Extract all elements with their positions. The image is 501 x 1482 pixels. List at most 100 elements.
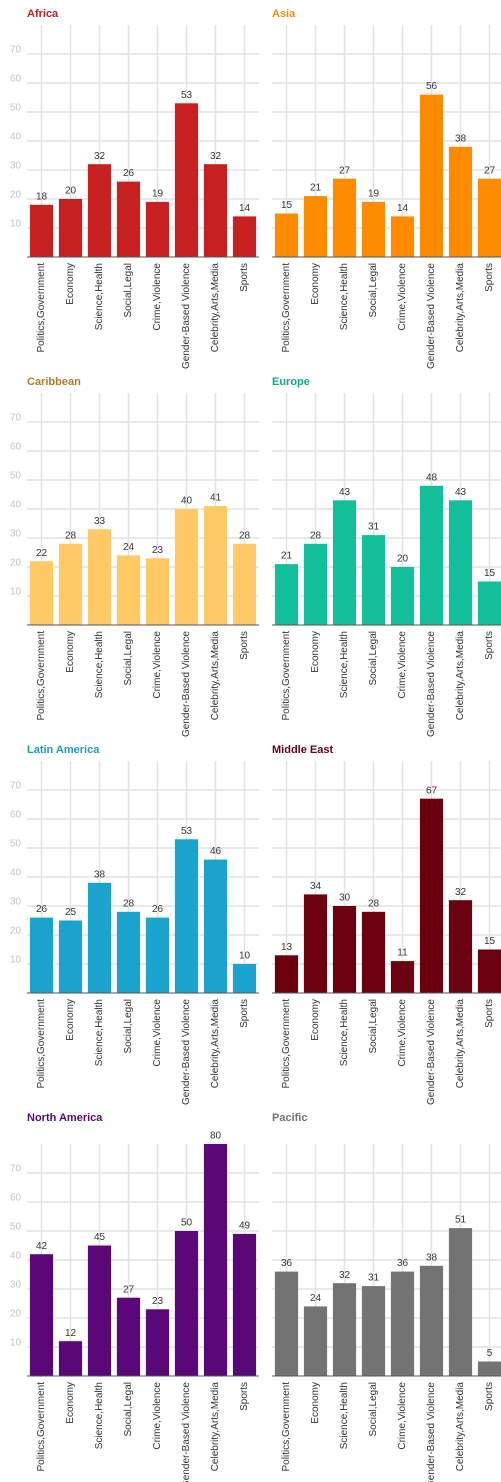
- panel-title: Middle East: [272, 744, 333, 756]
- value-label: 67: [426, 785, 438, 796]
- value-label: 36: [281, 1258, 293, 1269]
- bar: [174, 509, 199, 625]
- panel-title: Caribbean: [27, 376, 81, 388]
- bar: [477, 581, 501, 625]
- bar: [419, 1265, 444, 1376]
- value-label: 11: [397, 948, 408, 959]
- bar: [87, 164, 112, 257]
- y-tick-label: 20: [10, 558, 22, 569]
- bar: [232, 543, 257, 625]
- value-label: 24: [310, 1293, 322, 1304]
- y-tick-label: 30: [10, 1280, 22, 1291]
- x-tick-label: Economy: [65, 1382, 76, 1424]
- bar: [145, 558, 170, 625]
- x-tick-label: Economy: [310, 999, 321, 1041]
- value-label: 80: [210, 1131, 222, 1142]
- value-label: 21: [281, 551, 293, 562]
- value-label: 43: [339, 487, 351, 498]
- value-label: 26: [152, 904, 164, 915]
- bar: [361, 535, 386, 625]
- value-label: 10: [239, 951, 251, 962]
- value-label: 27: [123, 1284, 135, 1295]
- bar: [448, 146, 473, 257]
- bar: [477, 178, 501, 257]
- value-label: 27: [484, 165, 496, 176]
- x-tick-label: Social,Legal: [123, 263, 134, 317]
- y-tick-label: 40: [10, 868, 22, 879]
- bar: [419, 94, 444, 257]
- value-label: 18: [36, 191, 48, 202]
- value-label: 48: [426, 472, 438, 483]
- value-label: 26: [36, 904, 48, 915]
- x-tick-label: Social,Legal: [123, 999, 134, 1053]
- value-label: 53: [181, 90, 193, 101]
- y-tick-label: 70: [10, 1164, 22, 1175]
- value-label: 40: [181, 496, 193, 507]
- value-label: 23: [152, 545, 164, 556]
- bar: [174, 103, 199, 257]
- bar: [58, 543, 83, 625]
- y-tick-label: 30: [10, 897, 22, 908]
- bar: [448, 900, 473, 993]
- x-tick-label: Sports: [239, 1382, 250, 1411]
- value-label: 41: [210, 493, 222, 504]
- x-tick-label: Politics,Government: [36, 999, 47, 1089]
- x-tick-label: Economy: [65, 999, 76, 1041]
- x-tick-label: Sports: [484, 999, 495, 1028]
- x-tick-label: Crime,Violence: [152, 263, 163, 331]
- bar: [390, 567, 415, 625]
- value-label: 20: [397, 554, 409, 565]
- bar: [390, 961, 415, 993]
- bar: [116, 555, 141, 625]
- bar: [274, 1271, 299, 1376]
- y-tick-label: 70: [10, 413, 22, 424]
- panel-title: Latin America: [27, 744, 100, 756]
- bar: [145, 201, 170, 257]
- value-label: 56: [426, 81, 438, 92]
- bar: [274, 564, 299, 625]
- value-label: 32: [455, 887, 467, 898]
- value-label: 14: [397, 203, 409, 214]
- x-tick-label: Social,Legal: [123, 1382, 134, 1436]
- y-tick-label: 40: [10, 1251, 22, 1262]
- y-tick-label: 10: [10, 219, 22, 230]
- value-label: 14: [239, 203, 251, 214]
- y-tick-label: 60: [10, 442, 22, 453]
- bar: [419, 798, 444, 993]
- x-tick-label: Gender-Based Violence: [426, 631, 437, 737]
- x-tick-label: Social,Legal: [368, 631, 379, 685]
- x-tick-label: Economy: [310, 631, 321, 673]
- x-tick-label: Science,Health: [94, 263, 105, 330]
- value-label: 50: [181, 1218, 193, 1229]
- bar: [87, 1245, 112, 1376]
- value-label: 15: [281, 200, 293, 211]
- y-tick-label: 20: [10, 190, 22, 201]
- value-label: 12: [65, 1328, 77, 1339]
- bar: [332, 906, 357, 993]
- x-tick-label: Economy: [310, 263, 321, 305]
- value-label: 19: [368, 189, 380, 200]
- x-tick-label: Sports: [484, 1382, 495, 1411]
- x-tick-label: Crime,Violence: [397, 999, 408, 1067]
- y-tick-label: 60: [10, 74, 22, 85]
- x-tick-label: Celebrity,Arts,Media: [455, 999, 466, 1089]
- bar: [203, 1144, 228, 1376]
- x-tick-label: Celebrity,Arts,Media: [455, 631, 466, 721]
- bar: [303, 1306, 328, 1376]
- x-tick-label: Social,Legal: [123, 631, 134, 685]
- x-tick-label: Science,Health: [339, 999, 350, 1066]
- value-label: 51: [455, 1215, 467, 1226]
- x-tick-label: Celebrity,Arts,Media: [210, 631, 221, 721]
- value-label: 15: [484, 568, 496, 579]
- x-tick-label: Sports: [484, 631, 495, 660]
- value-label: 43: [455, 487, 467, 498]
- x-tick-label: Science,Health: [339, 1382, 350, 1449]
- bar: [203, 859, 228, 993]
- bar: [116, 911, 141, 993]
- bar: [303, 543, 328, 625]
- panel-title: North America: [27, 1112, 103, 1124]
- y-tick-label: 30: [10, 161, 22, 172]
- value-label: 28: [368, 898, 380, 909]
